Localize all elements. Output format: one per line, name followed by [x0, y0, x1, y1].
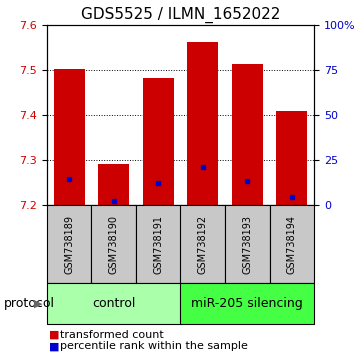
Bar: [232, 64, 263, 205]
Text: GSM738193: GSM738193: [242, 215, 252, 274]
Bar: [143, 78, 174, 205]
Text: miR-205 silencing: miR-205 silencing: [191, 297, 303, 310]
Bar: [47, 283, 180, 324]
Text: GSM738190: GSM738190: [109, 215, 119, 274]
Bar: [180, 205, 225, 283]
Text: control: control: [92, 297, 135, 310]
Text: ▶: ▶: [34, 298, 42, 309]
Bar: [180, 283, 314, 324]
Text: ■: ■: [49, 341, 59, 351]
Text: protocol: protocol: [4, 297, 55, 310]
Text: GSM738191: GSM738191: [153, 215, 163, 274]
Text: transformed count: transformed count: [60, 330, 163, 339]
Bar: [225, 205, 270, 283]
Bar: [270, 205, 314, 283]
Bar: [98, 164, 129, 205]
Bar: [136, 205, 180, 283]
Text: percentile rank within the sample: percentile rank within the sample: [60, 341, 247, 351]
Bar: [276, 112, 307, 205]
Text: GSM738189: GSM738189: [64, 215, 74, 274]
Text: GSM738192: GSM738192: [198, 215, 208, 274]
Text: ■: ■: [49, 330, 59, 339]
Text: GSM738194: GSM738194: [287, 215, 297, 274]
Bar: [91, 205, 136, 283]
Bar: [187, 42, 218, 205]
Bar: [53, 69, 85, 205]
Title: GDS5525 / ILMN_1652022: GDS5525 / ILMN_1652022: [81, 7, 280, 23]
Bar: [47, 205, 91, 283]
